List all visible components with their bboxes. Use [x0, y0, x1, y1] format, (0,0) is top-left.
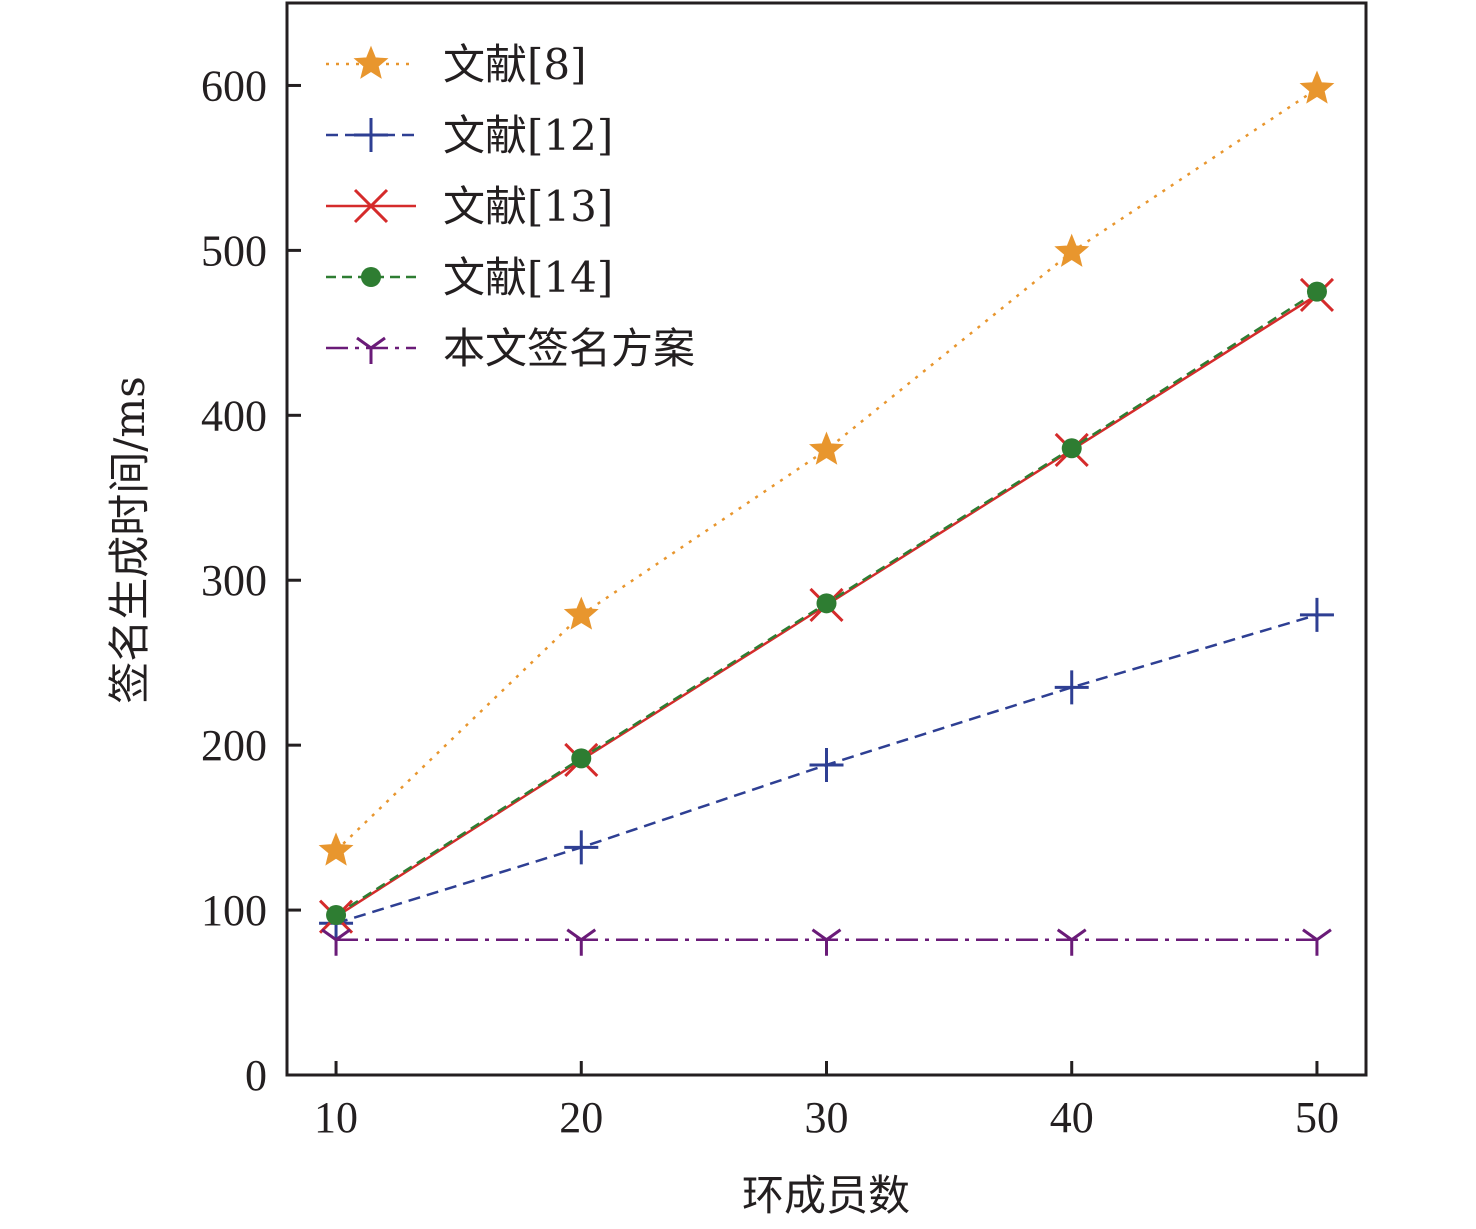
y-tick-label: 0	[245, 1051, 267, 1100]
series-2-point	[1054, 670, 1089, 705]
legend: 文献[8] 文献[12] 文献[13] 文献[14] 本文签名方案	[326, 40, 695, 373]
legend-label: 文献[8]	[443, 40, 587, 89]
series-5-point	[1302, 928, 1332, 956]
y-axis-title: 签名生成时间/ms	[105, 376, 154, 704]
y-tick-label: 200	[201, 721, 267, 770]
series-2	[319, 597, 1334, 941]
y-tick-label: 400	[201, 391, 267, 440]
y-tick-label: 500	[201, 226, 267, 275]
series-2-point	[809, 747, 844, 782]
x-tick-label: 40	[1050, 1093, 1094, 1142]
series-1-point	[1054, 233, 1090, 267]
legend-label: 文献[12]	[443, 111, 613, 160]
x-tick-label: 10	[314, 1093, 358, 1142]
legend-label: 文献[14]	[443, 253, 613, 302]
x-tick-label: 20	[559, 1093, 603, 1142]
series-1-point	[563, 596, 599, 630]
legend-marker	[353, 188, 389, 224]
x-axis: 10 20 30 40 50	[314, 1061, 1339, 1142]
series-layer	[318, 70, 1335, 956]
series-1-point	[1299, 70, 1335, 104]
series-5-point	[566, 928, 597, 956]
series-5-point	[321, 928, 351, 956]
x-tick-label: 30	[805, 1093, 849, 1142]
legend-item-2: 文献[12]	[326, 111, 613, 160]
y-tick-label: 300	[201, 556, 267, 605]
series-1-point	[318, 832, 354, 866]
series-4-point	[326, 905, 347, 926]
series-4-point	[1306, 281, 1327, 302]
x-tick-label: 50	[1295, 1093, 1339, 1142]
y-tick-label: 600	[201, 61, 267, 110]
series-2-point	[564, 830, 599, 865]
legend-marker	[356, 336, 386, 364]
series-2-point	[1299, 597, 1334, 632]
legend-marker	[353, 45, 389, 79]
series-4-point	[816, 593, 837, 614]
legend-marker	[361, 267, 381, 287]
series-5	[321, 928, 1332, 956]
legend-marker	[354, 118, 388, 152]
y-tick-label: 100	[201, 886, 267, 935]
legend-item-1: 文献[8]	[326, 40, 587, 89]
series-1-point	[809, 431, 844, 465]
legend-label: 文献[13]	[443, 182, 613, 231]
legend-item-4: 文献[14]	[326, 253, 613, 302]
series-4-point	[1061, 438, 1082, 459]
legend-item-3: 文献[13]	[326, 182, 613, 231]
series-4-point	[571, 748, 592, 769]
series-5-point	[811, 928, 842, 956]
legend-item-5: 本文签名方案	[326, 324, 695, 373]
series-5-point	[1056, 928, 1087, 956]
legend-label: 本文签名方案	[443, 324, 695, 373]
y-axis: 0 100 200 300 400 500 600	[201, 61, 301, 1100]
series-1	[318, 70, 1335, 866]
x-axis-title: 环成员数	[742, 1171, 910, 1220]
series-4	[326, 281, 1327, 926]
